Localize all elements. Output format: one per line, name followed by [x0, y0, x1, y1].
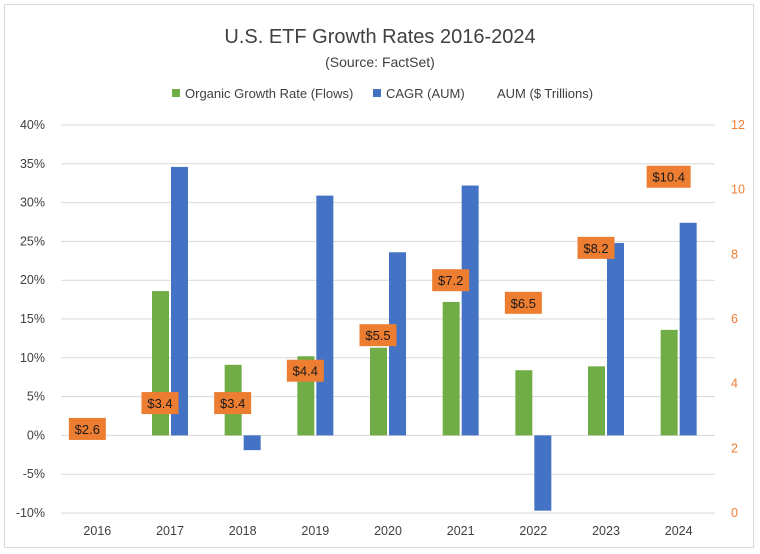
bar-cagr-2019: [316, 195, 334, 436]
x-tick-label: 2016: [83, 524, 111, 538]
bar-flows-2023: [588, 366, 605, 436]
etf-growth-chart: U.S. ETF Growth Rates 2016-2024 (Source:…: [16, 26, 745, 538]
x-tick-label: 2018: [229, 524, 257, 538]
right-tick-label: 12: [731, 118, 745, 132]
bar-cagr-2021: [461, 185, 479, 436]
aum-label-2024: $10.4: [652, 170, 685, 185]
left-tick-label: 25%: [20, 234, 45, 248]
legend-swatch-cagr: [373, 89, 381, 97]
left-tick-label: -10%: [16, 506, 45, 520]
legend-label-aum: AUM ($ Trillions): [497, 86, 593, 101]
bar-cagr-2017: [171, 166, 188, 436]
bar-cagr-2018: [243, 435, 261, 451]
x-tick-label: 2022: [519, 524, 547, 538]
aum-label-2022: $6.5: [511, 296, 536, 311]
aum-box-2016: [68, 417, 106, 440]
aum-box-2024: [646, 165, 691, 188]
aum-labels: $2.6 $3.4 $3.4 $4.4 $5.5 $7.2 $6.5 $8.2 $10.4: [68, 165, 691, 440]
x-tick-label: 2024: [665, 524, 693, 538]
right-tick-label: 6: [731, 312, 738, 326]
x-tick-label: 2021: [447, 524, 475, 538]
aum-box-2019: [286, 359, 324, 382]
right-axis: 12 10 8 6 4 2 0: [731, 118, 745, 520]
aum-box-2022: [504, 291, 542, 314]
right-tick-label: 8: [731, 247, 738, 261]
aum-label-2021: $7.2: [438, 273, 463, 288]
left-tick-label: 30%: [20, 196, 45, 210]
left-tick-label: 5%: [27, 390, 45, 404]
bar-flows-2020: [370, 347, 387, 436]
x-tick-label: 2019: [301, 524, 329, 538]
bar-cagr-2020: [389, 252, 406, 436]
aum-label-2016: $2.6: [75, 422, 100, 437]
left-tick-label: 35%: [20, 157, 45, 171]
x-tick-label: 2017: [156, 524, 184, 538]
bar-cagr-2024: [679, 222, 697, 436]
left-tick-label: 0%: [27, 428, 45, 442]
gridlines: [61, 124, 715, 514]
bar-flows-2021: [442, 301, 460, 436]
bar-flows-2024: [660, 329, 678, 436]
x-axis: 2016 2017 2018 2019 2020 2021 2022 2023 2024: [83, 524, 692, 538]
left-tick-label: 15%: [20, 312, 45, 326]
aum-box-2020: [359, 324, 397, 347]
chart-frame: U.S. ETF Growth Rates 2016-2024 (Source:…: [4, 4, 754, 548]
legend: Organic Growth Rate (Flows) CAGR (AUM) A…: [172, 86, 593, 101]
aum-label-2023: $8.2: [583, 241, 608, 256]
right-tick-label: 4: [731, 377, 738, 391]
left-tick-label: 20%: [20, 273, 45, 287]
chart-subtitle: (Source: FactSet): [325, 54, 435, 70]
aum-label-2018: $3.4: [220, 396, 245, 411]
x-tick-label: 2023: [592, 524, 620, 538]
aum-box-2018: [214, 392, 252, 415]
bars: [152, 166, 697, 511]
aum-box-2021: [432, 269, 470, 292]
bar-flows-2022: [515, 370, 533, 436]
right-tick-label: 2: [731, 441, 738, 455]
right-tick-label: 10: [731, 183, 745, 197]
left-tick-label: 10%: [20, 351, 45, 365]
left-tick-label: 40%: [20, 118, 45, 132]
bar-cagr-2022: [534, 435, 552, 511]
chart-title: U.S. ETF Growth Rates 2016-2024: [224, 26, 535, 48]
x-tick-label: 2020: [374, 524, 402, 538]
aum-label-2020: $5.5: [365, 328, 390, 343]
legend-swatch-flows: [172, 89, 180, 97]
aum-box-2023: [577, 236, 615, 259]
legend-label-cagr: CAGR (AUM): [386, 86, 465, 101]
legend-label-flows: Organic Growth Rate (Flows): [185, 86, 353, 101]
aum-label-2017: $3.4: [147, 396, 172, 411]
bar-cagr-2023: [607, 242, 624, 436]
left-tick-label: -5%: [23, 467, 45, 481]
aum-box-2017: [141, 392, 179, 415]
right-tick-label: 0: [731, 506, 738, 520]
aum-label-2019: $4.4: [293, 364, 318, 379]
left-axis: 40% 35% 30% 25% 20% 15% 10% 5% 0% -5% -10%: [16, 118, 45, 520]
